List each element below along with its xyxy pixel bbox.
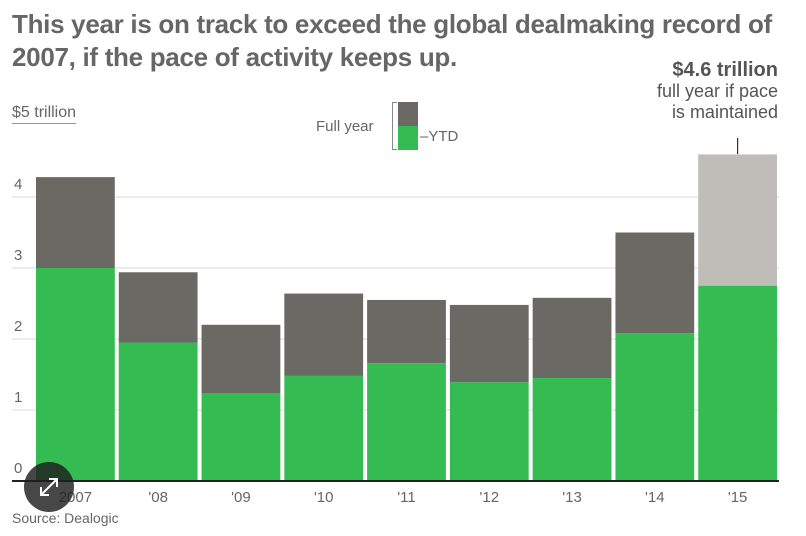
y-tick-label: 0 — [14, 460, 22, 477]
x-tick-label: '08 — [148, 489, 168, 506]
bar-ytd — [615, 333, 695, 481]
x-tick-label: '13 — [562, 489, 582, 506]
bar-full-year — [615, 232, 695, 334]
bar-full-year — [284, 293, 364, 376]
source-note: Source: Dealogic — [12, 510, 119, 526]
legend-ytd-swatch — [398, 126, 418, 150]
x-tick-label: '14 — [645, 489, 665, 506]
bar-full-year — [367, 299, 446, 364]
legend-full-year-label: Full year — [316, 118, 374, 135]
x-tick-label: '11 — [397, 489, 415, 506]
bar-ytd — [449, 382, 529, 481]
projection-value: $4.6 trillion — [672, 59, 778, 81]
bar-full-year — [449, 304, 529, 383]
bar-full-year — [118, 272, 198, 343]
projection-text-line1: full year if pace — [656, 81, 778, 101]
expand-icon — [40, 478, 58, 496]
chart-title: This year is on track to exceed the glob… — [12, 9, 772, 72]
y-tick-label: 3 — [14, 247, 22, 264]
bar-full-year — [36, 177, 115, 268]
bar-ytd — [36, 268, 115, 481]
x-tick-label: '10 — [314, 489, 334, 506]
legend-bracket — [392, 102, 397, 150]
bar-ytd — [532, 378, 612, 481]
y-axis-unit-label: $5 trillion — [12, 104, 77, 124]
bar-ytd — [367, 363, 446, 481]
y-tick-label: 4 — [14, 176, 22, 193]
legend-ytd-label: –YTD — [420, 128, 459, 145]
bar-projected-full-year — [698, 154, 777, 286]
legend-full-year-swatch — [398, 102, 418, 126]
projection-annotation: $4.6 trillion full year if pace is maint… — [657, 60, 778, 123]
bar-ytd — [201, 393, 281, 481]
bar-ytd — [118, 342, 198, 481]
bar-ytd — [284, 375, 364, 481]
expand-button[interactable] — [24, 462, 74, 512]
y-tick-label: 2 — [14, 318, 22, 335]
x-tick-label: '12 — [479, 489, 499, 506]
x-tick-label: '09 — [231, 489, 251, 506]
bar-full-year — [532, 297, 612, 379]
legend: Full year –YTD — [316, 102, 476, 150]
bar-ytd — [698, 285, 777, 481]
bar-full-year — [201, 324, 281, 394]
y-tick-label: 1 — [14, 389, 22, 406]
projection-text-line2: is maintained — [671, 102, 778, 122]
x-tick-label: '15 — [728, 489, 748, 506]
